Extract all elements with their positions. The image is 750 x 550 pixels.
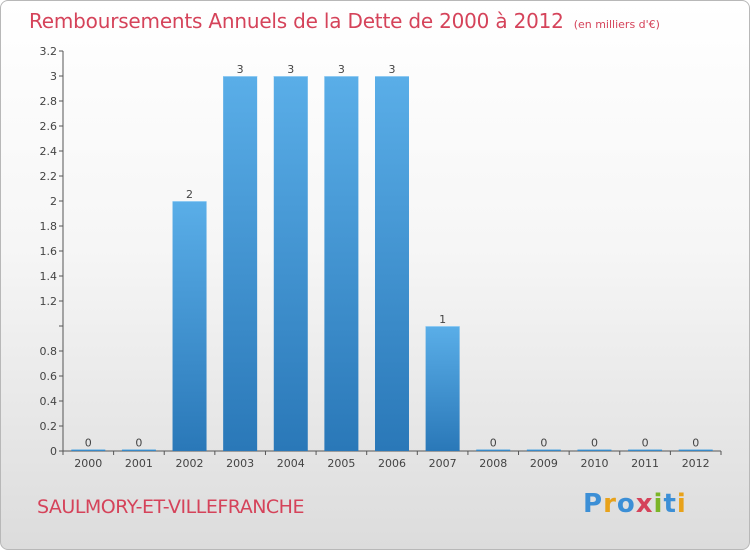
y-tick-label: 0 — [50, 445, 57, 458]
y-tick-label: 1.2 — [40, 295, 58, 308]
x-tick-label: 2011 — [631, 457, 659, 470]
chart-title-text: Remboursements Annuels de la Dette de 20… — [29, 9, 564, 33]
y-tick-label: 2 — [50, 195, 57, 208]
commune-name: SAULMORY-ET-VILLEFRANCHE — [37, 496, 304, 518]
x-axis: 2000 2001 2002 2003 2004 2005 2006 2007 2008 2009… — [62, 450, 722, 470]
y-tick-label: 1.8 — [40, 220, 58, 233]
y-tick-label: 0.2 — [40, 420, 58, 433]
y-tick-label: 0.8 — [40, 345, 58, 358]
bar — [121, 449, 156, 451]
x-tick-label: 2007 — [429, 457, 457, 470]
bar — [223, 76, 258, 451]
bar — [628, 449, 663, 451]
bar — [172, 201, 207, 451]
data-label: 0 — [692, 437, 699, 450]
data-label: 0 — [642, 437, 649, 450]
y-tick-label: 2.6 — [40, 120, 58, 133]
data-label: 3 — [389, 63, 396, 76]
bar — [71, 449, 106, 451]
x-tick-label: 2002 — [176, 457, 204, 470]
data-label: 2 — [186, 188, 193, 201]
y-tick-label: 3 — [50, 70, 57, 83]
x-tick-label: 2003 — [226, 457, 254, 470]
chart-title: Remboursements Annuels de la Dette de 20… — [29, 9, 660, 33]
data-label: 3 — [287, 63, 294, 76]
y-tick-label: 2.4 — [40, 145, 58, 158]
logo-letter: x — [635, 489, 654, 519]
logo-letter: P — [583, 489, 604, 519]
x-tick-label: 2001 — [125, 457, 153, 470]
x-tick-label: 2006 — [378, 457, 406, 470]
bar — [375, 76, 409, 451]
data-label: 0 — [135, 437, 142, 450]
x-tick-label: 2008 — [479, 457, 507, 470]
x-tick-label: 2010 — [580, 457, 608, 470]
y-tick-label: 1.4 — [40, 270, 58, 283]
bar — [577, 449, 612, 451]
x-tick-label: 2000 — [74, 457, 102, 470]
logo-letter: t — [663, 489, 677, 519]
y-tick-label: 0.6 — [40, 370, 58, 383]
bar — [476, 449, 511, 451]
data-label: 1 — [439, 313, 446, 326]
y-axis: 0 0.2 0.4 0.6 0.8 1.2 1.4 1.6 1.8 2 2.2 2.4 2.6 2.8 3 3… — [40, 45, 64, 458]
y-tick-label: 1.6 — [40, 245, 58, 258]
x-tick-label: 2005 — [327, 457, 355, 470]
y-tick-label: 0.4 — [40, 395, 58, 408]
data-label: 0 — [540, 437, 547, 450]
data-labels: 0 0 2 3 3 3 3 1 0 0 0 0 0 — [85, 63, 699, 450]
bar — [273, 76, 308, 451]
logo-letter: r — [603, 489, 617, 519]
data-label: 0 — [591, 437, 598, 450]
bars — [71, 76, 713, 451]
y-tick-label: 2.2 — [40, 170, 58, 183]
data-label: 3 — [338, 63, 345, 76]
y-tick-label: 2.8 — [40, 95, 58, 108]
logo-letter: i — [676, 489, 687, 519]
y-tick-label: 3.2 — [40, 45, 58, 58]
bar — [324, 76, 359, 451]
bar — [678, 449, 713, 451]
logo-letter: o — [616, 489, 636, 519]
proxiti-logo: Proxiti — [583, 489, 687, 519]
data-label: 0 — [85, 437, 92, 450]
logo-letter: i — [653, 489, 664, 519]
x-tick-label: 2004 — [277, 457, 305, 470]
x-tick-label: 2009 — [530, 457, 558, 470]
data-label: 3 — [237, 63, 244, 76]
x-tick-label: 2012 — [682, 457, 710, 470]
chart-subtitle: (en milliers d'€) — [573, 18, 660, 31]
data-label: 0 — [490, 437, 497, 450]
bar — [425, 326, 460, 451]
bar — [526, 449, 561, 451]
